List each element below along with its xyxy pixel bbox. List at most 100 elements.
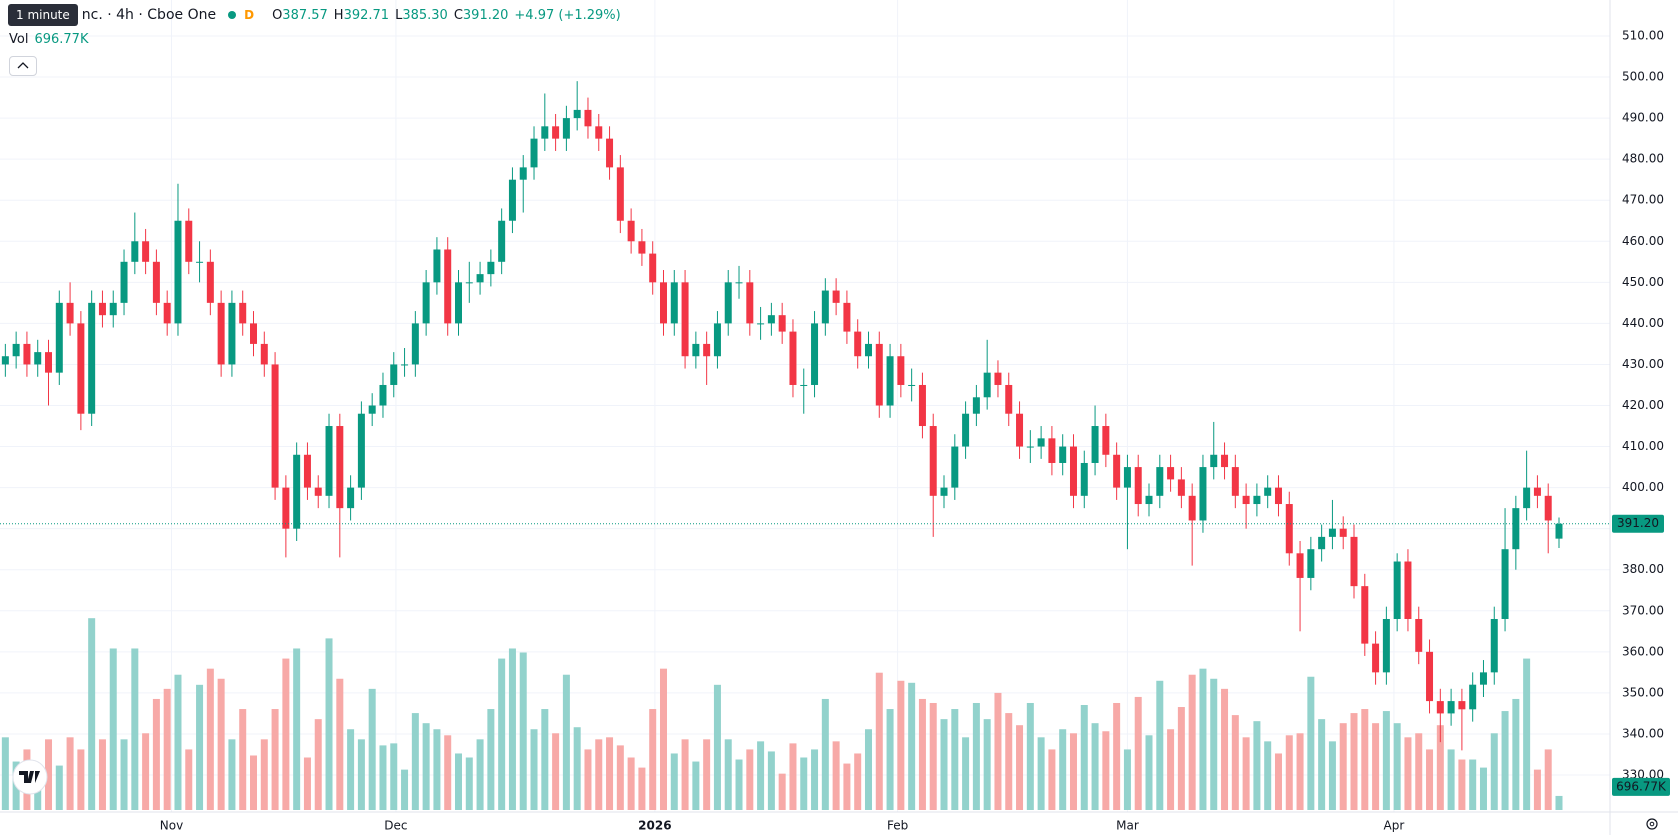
volume-bar <box>390 743 398 810</box>
y-tick-label: 440.00 <box>1622 316 1664 330</box>
volume-bar <box>1469 759 1477 810</box>
y-tick-label: 410.00 <box>1622 439 1664 453</box>
candle-body <box>519 167 527 180</box>
volume-bar <box>638 767 646 810</box>
candle-body <box>401 364 409 366</box>
candle-body <box>314 487 322 496</box>
candle-body <box>411 323 419 365</box>
candle-body <box>1177 479 1185 496</box>
volume-bar <box>1350 713 1358 810</box>
volume-bar <box>174 674 182 810</box>
volume-bar <box>562 674 570 810</box>
candle-body <box>994 372 1002 385</box>
candle-body <box>1156 467 1164 496</box>
last-price-box <box>1612 514 1664 533</box>
y-tick-label: 420.00 <box>1622 398 1664 412</box>
candle-body <box>347 487 355 509</box>
volume-bar <box>1 737 9 810</box>
volume-bar <box>77 749 85 810</box>
collapse-button[interactable] <box>9 56 37 76</box>
x-tick-label: Nov <box>160 819 183 833</box>
volume-bar <box>1005 713 1013 810</box>
volume-bar <box>1555 795 1563 810</box>
candle-body <box>206 261 214 303</box>
candle-body <box>23 343 31 365</box>
candle-body <box>239 302 247 324</box>
candle-body <box>1285 504 1293 554</box>
volume-bar <box>735 759 743 810</box>
candle-body <box>1469 684 1477 710</box>
volume-bar <box>670 753 678 810</box>
candle-body <box>1253 495 1261 505</box>
candle-body <box>649 253 657 283</box>
last-price-label: 391.20 <box>1617 516 1659 530</box>
volume-bar <box>864 729 872 810</box>
ohlc-value: 392.71 <box>343 8 390 23</box>
volume-bar <box>584 749 592 810</box>
candle-body <box>746 282 754 324</box>
candle-body <box>962 413 970 447</box>
volume-bar <box>897 680 905 810</box>
candle-body <box>454 282 462 324</box>
volume-bar <box>1447 749 1455 810</box>
volume-legend: Vol 696.77K <box>9 32 88 47</box>
volume-bar <box>972 702 980 810</box>
volume-bar <box>692 761 700 810</box>
candle-body <box>1005 384 1013 414</box>
candle-body <box>864 343 872 357</box>
volume-bar <box>411 713 419 810</box>
y-tick-label: 460.00 <box>1622 234 1664 248</box>
candle-body <box>1134 467 1142 505</box>
volume-bar <box>250 755 258 810</box>
candle-body <box>1231 467 1239 496</box>
candle-body <box>616 167 624 221</box>
y-tick-label: 350.00 <box>1622 685 1664 699</box>
ohlc-value: 385.30 <box>402 8 448 23</box>
candle-body <box>303 454 311 488</box>
volume-bar <box>994 692 1002 810</box>
candle-body <box>1 356 9 365</box>
volume-bar <box>1199 668 1207 810</box>
candle-body <box>875 343 883 406</box>
candle-body <box>681 282 689 357</box>
volume-bar <box>1415 733 1423 810</box>
volume-bar <box>811 749 819 810</box>
volume-bar <box>595 739 603 810</box>
candle-body <box>55 302 63 373</box>
volume-title: Vol <box>9 32 29 47</box>
candle-body <box>1382 618 1390 673</box>
y-tick-label: 370.00 <box>1622 603 1664 617</box>
candle-body <box>1264 487 1272 496</box>
candle-body <box>606 138 614 168</box>
candle-body <box>541 126 549 139</box>
volume-bar <box>1533 769 1541 810</box>
y-tick-label: 430.00 <box>1622 357 1664 371</box>
candle-body <box>1091 426 1099 463</box>
candle-body <box>1296 553 1304 578</box>
x-tick-label: Dec <box>384 819 407 833</box>
y-tick-label: 500.00 <box>1622 70 1664 84</box>
badge: D <box>244 8 255 22</box>
volume-bar <box>1393 723 1401 810</box>
legend-header: 1 minute nc. · 4h · Cboe One D O387.57 H3… <box>8 4 621 26</box>
volume-bar <box>1167 729 1175 810</box>
symbol-title[interactable]: nc. · 4h · Cboe One <box>81 7 217 23</box>
volume-bar <box>217 678 225 810</box>
volume-bar <box>422 723 430 810</box>
volume-bar <box>1242 737 1250 810</box>
volume-bar <box>282 658 290 810</box>
volume-bar <box>1102 731 1110 810</box>
volume-bar <box>163 688 171 810</box>
volume-bar <box>918 698 926 810</box>
volume-bar <box>109 648 117 810</box>
candle-body <box>142 241 150 262</box>
candle-body <box>487 261 495 275</box>
candle-body <box>390 364 398 385</box>
volume-bar <box>616 745 624 810</box>
volume-bar <box>88 618 96 810</box>
candle-body <box>1512 508 1520 550</box>
candle-body <box>120 261 128 303</box>
change: +4.97 (+1.29%) <box>514 7 621 23</box>
volume-bar <box>573 727 581 810</box>
chevron <box>17 62 29 69</box>
